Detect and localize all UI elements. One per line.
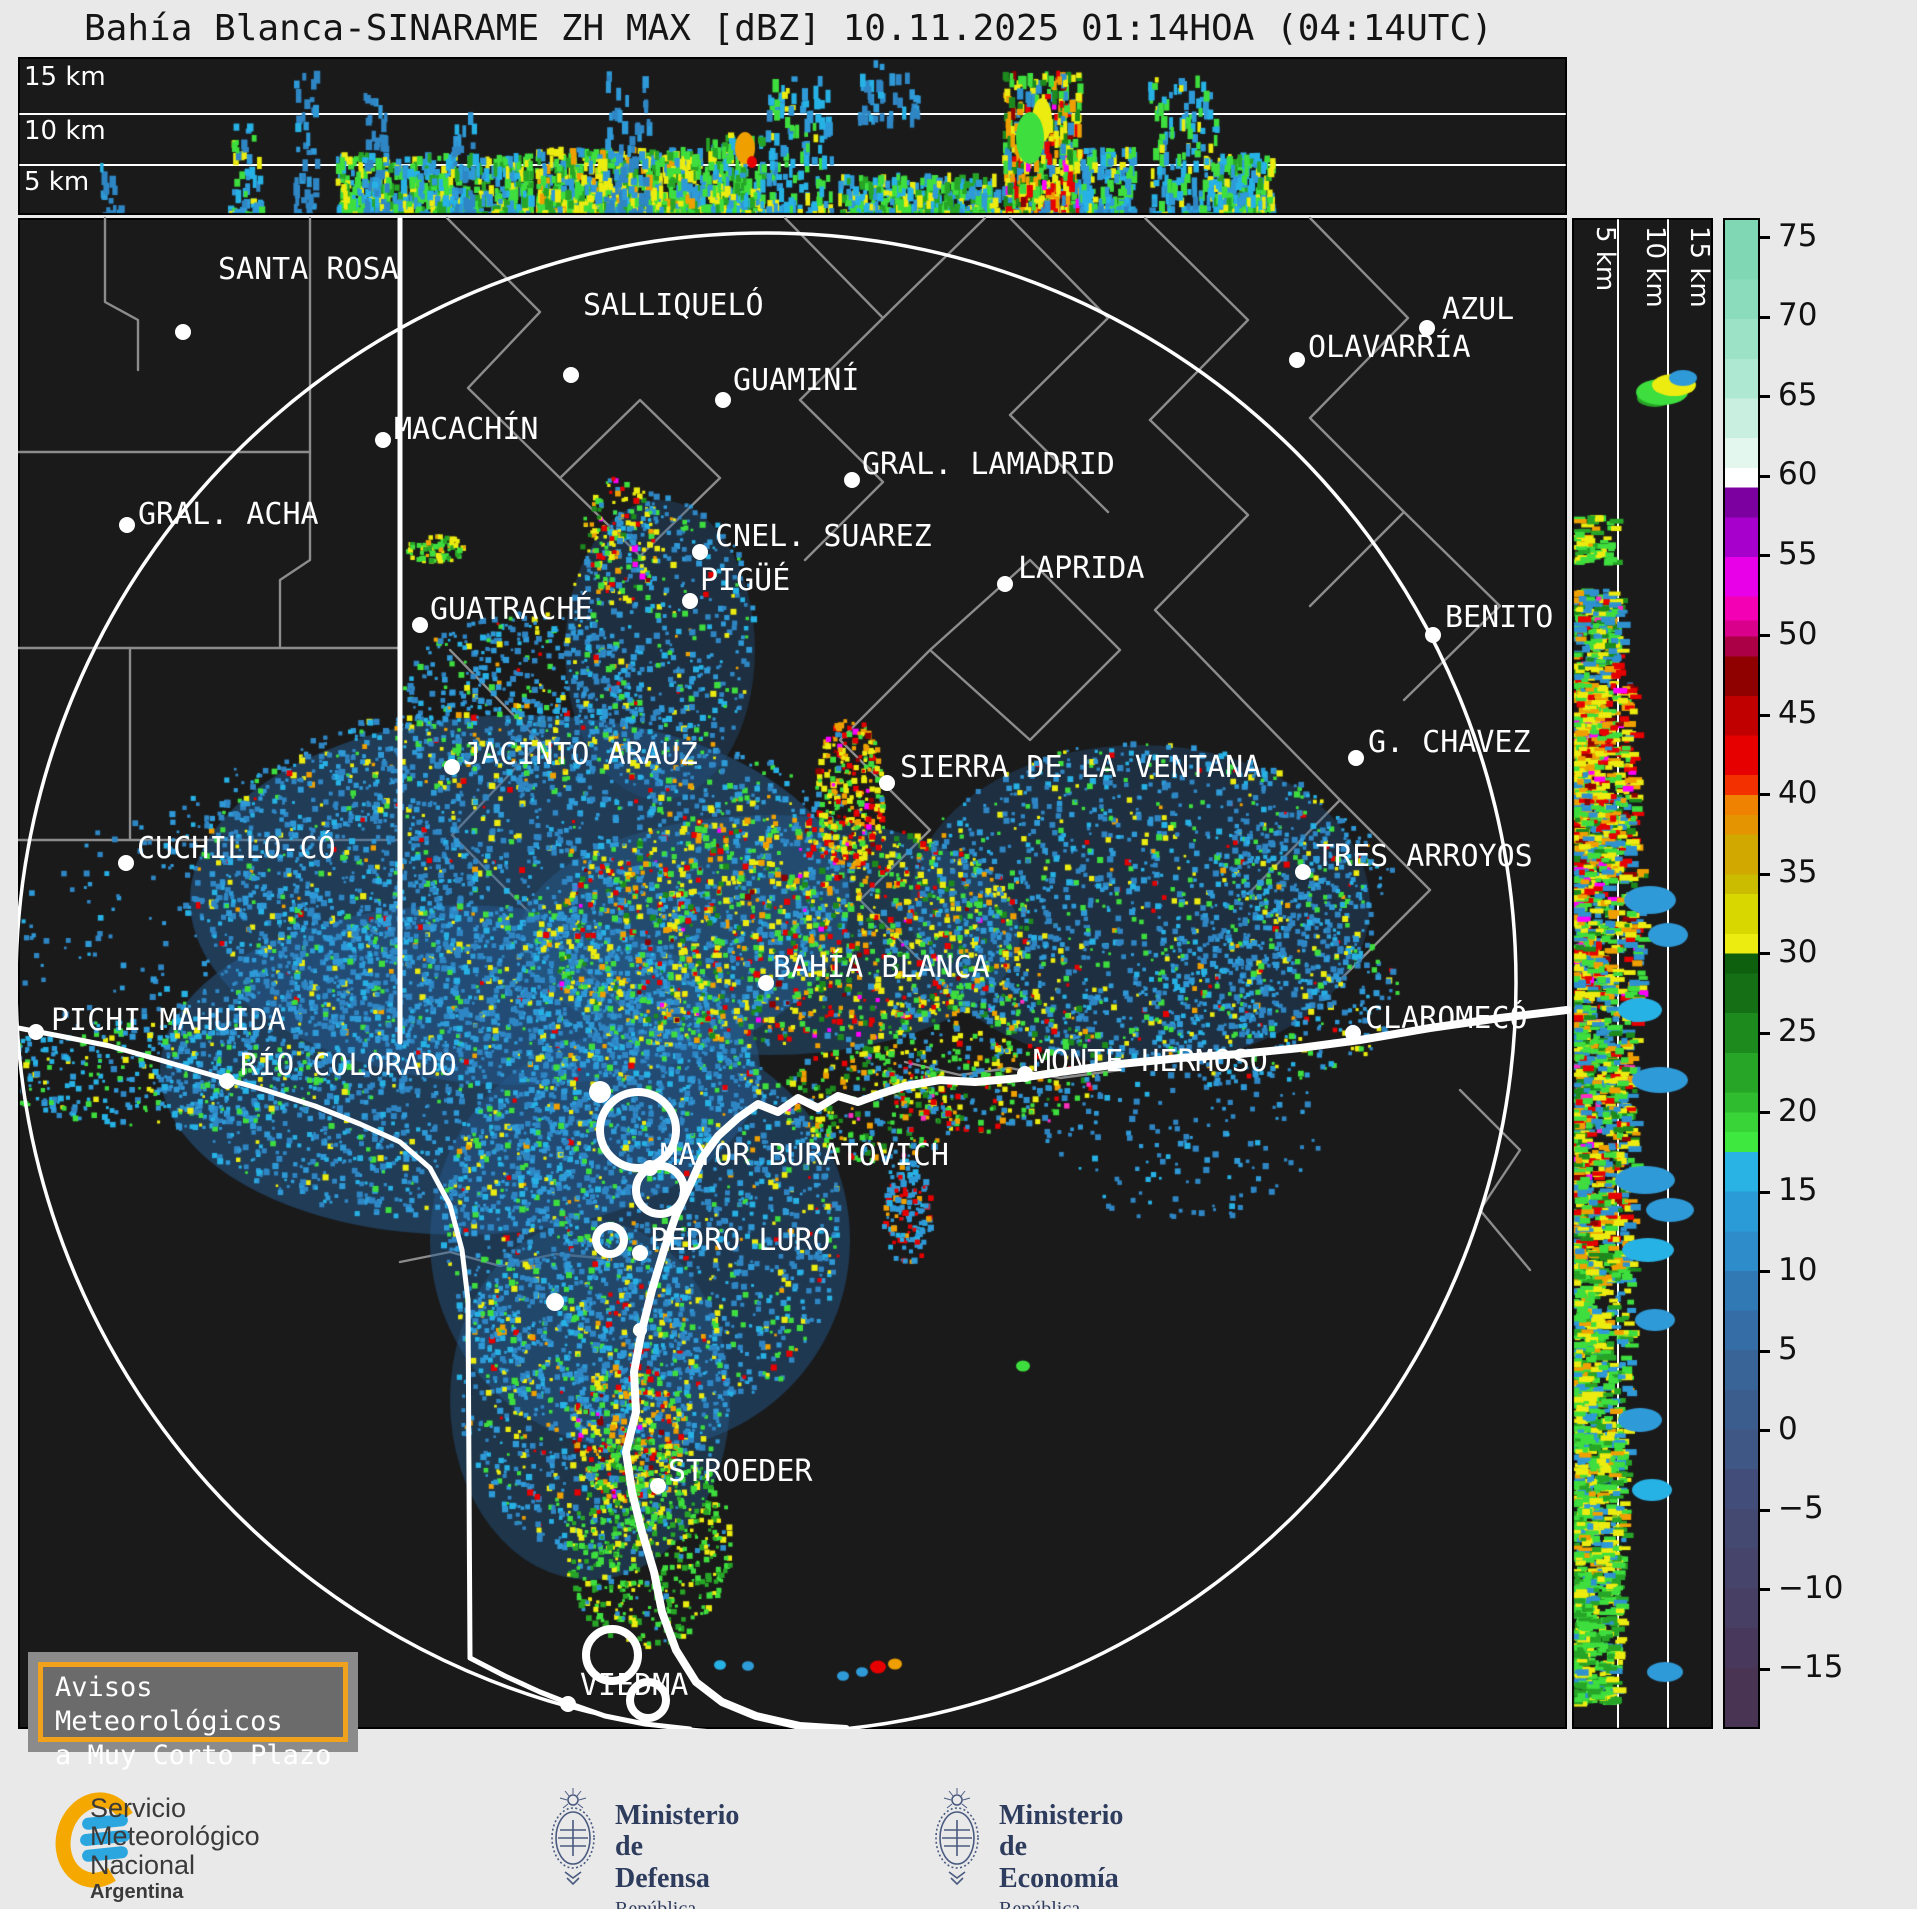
city-label-guatrach-: GUATRACHÉ — [430, 592, 593, 627]
colorbar-tick-mark — [1760, 1190, 1770, 1194]
city-label-pedro-luro: PEDRO LURO — [650, 1223, 831, 1258]
smn-line4: Argentina — [90, 1881, 184, 1904]
city-label-benito: BENITO — [1445, 600, 1554, 635]
city-label-gral-lamadrid: GRAL. LAMADRID — [862, 447, 1115, 482]
city-label-monte-hermoso: MONTE HERMOSO — [1033, 1044, 1268, 1079]
colorbar-tick-label-20: 20 — [1778, 1092, 1818, 1129]
top-panel-10km-label: 10 km — [24, 116, 106, 146]
warnings-line1: Avisos Meteorológicos — [55, 1672, 283, 1737]
coat-of-arms-icon — [935, 1788, 979, 1886]
defensa-line1: Ministerio — [615, 1800, 740, 1831]
city-label-macach-n: MACACHÍN — [394, 412, 539, 447]
colorbar-tick-label-60: 60 — [1778, 456, 1818, 493]
city-label-viedma: VIEDMA — [580, 1668, 689, 1703]
smn-line2: Meteorológico — [90, 1821, 260, 1852]
right-panel-15km-label: 15 km — [1684, 226, 1714, 308]
colorbar-tick-label-45: 45 — [1778, 695, 1818, 732]
top-panel-5km-label: 5 km — [24, 167, 90, 197]
city-label-mayor-buratovich: MAYOR BURATOVICH — [660, 1138, 949, 1173]
city-label-guamin-: GUAMINÍ — [733, 363, 860, 398]
city-label-laprida: LAPRIDA — [1018, 551, 1145, 586]
economia-line2: de Economía — [999, 1831, 1119, 1894]
colorbar-tick-mark — [1760, 952, 1770, 956]
colorbar-tick-mark — [1760, 395, 1770, 399]
colorbar-tick-label--10: −10 — [1778, 1569, 1844, 1606]
colorbar-tick-label-35: 35 — [1778, 854, 1818, 891]
map-overlay-layer — [18, 216, 1571, 1729]
colorbar-tick-label-10: 10 — [1778, 1251, 1818, 1288]
city-label-salliquel-: SALLIQUELÓ — [583, 288, 764, 323]
colorbar-tick-label-25: 25 — [1778, 1013, 1818, 1050]
city-label-cuchillo-c-: CUCHILLO-CÓ — [137, 831, 336, 866]
colorbar-tick-mark — [1760, 872, 1770, 876]
city-label-g-chavez: G. CHAVEZ — [1368, 725, 1531, 760]
footer-logos-bar: Servicio Meteorológico Nacional Argentin… — [0, 1758, 1917, 1909]
colorbar-tick-mark — [1760, 1429, 1770, 1433]
right-panel-10km-label: 10 km — [1640, 226, 1670, 308]
colorbar-tick-label-30: 30 — [1778, 933, 1818, 970]
colorbar-tick-label--5: −5 — [1778, 1490, 1824, 1527]
city-label-santa-rosa: SANTA ROSA — [218, 252, 399, 287]
colorbar-tick-label-50: 50 — [1778, 615, 1818, 652]
economia-line1: Ministerio — [999, 1800, 1124, 1831]
warnings-line2: a Muy Corto Plazo — [55, 1739, 332, 1771]
colorbar-tick-mark — [1760, 554, 1770, 558]
colorbar-tick-mark — [1760, 315, 1770, 319]
coat-of-arms-icon — [551, 1788, 595, 1886]
city-label-claromec-: CLAROMECÓ — [1365, 1001, 1528, 1036]
city-label-azul: AZUL — [1442, 292, 1515, 327]
page-title: Bahía Blanca-SINARAME ZH MAX [dBZ] 10.11… — [84, 8, 1493, 49]
city-label-gral-acha: GRAL. ACHA — [138, 497, 319, 532]
colorbar-tick-label-75: 75 — [1778, 217, 1818, 254]
radar-echo-canvas — [18, 57, 1713, 1729]
colorbar-tick-label-65: 65 — [1778, 376, 1818, 413]
colorbar-tick-mark — [1760, 474, 1770, 478]
colorbar-tick-mark — [1760, 1270, 1770, 1274]
city-label-pig-: PIGÜÉ — [700, 563, 791, 598]
very-short-term-warnings-button[interactable]: Avisos Meteorológicos a Muy Corto Plazo — [38, 1662, 348, 1771]
city-label-tres-arroyos: TRES ARROYOS — [1316, 839, 1533, 874]
colorbar-tick-mark — [1760, 1111, 1770, 1115]
city-label-sierra-de-la-ventana: SIERRA DE LA VENTANA — [900, 750, 1262, 785]
smn-wordmark: Servicio Meteorológico Nacional Argentin… — [90, 1794, 260, 1903]
colorbar-tick-label-5: 5 — [1778, 1331, 1798, 1368]
right-panel-5km-label: 5 km — [1590, 226, 1620, 292]
colorbar-tick-mark — [1760, 1667, 1770, 1671]
city-label-olavarr-a: OLAVARRÍA — [1308, 330, 1471, 365]
dbz-colorbar — [1723, 218, 1760, 1729]
city-label-cnel-suarez: CNEL. SUAREZ — [715, 519, 932, 554]
colorbar-tick-label--15: −15 — [1778, 1649, 1844, 1686]
colorbar-tick-mark — [1760, 236, 1770, 240]
colorbar-tick-label-55: 55 — [1778, 535, 1818, 572]
economia-sub: República Argentina — [999, 1898, 1123, 1909]
city-label-pichi-mahuida: PICHI MAHUIDA — [51, 1003, 286, 1038]
colorbar-tick-label-0: 0 — [1778, 1410, 1798, 1447]
city-label-r-o-colorado: RÍO COLORADO — [240, 1048, 457, 1083]
colorbar-tick-mark — [1760, 1031, 1770, 1035]
colorbar-tick-mark — [1760, 713, 1770, 717]
colorbar-tick-mark — [1760, 793, 1770, 797]
colorbar-tick-mark — [1760, 1508, 1770, 1512]
smn-line3: Nacional — [90, 1849, 196, 1880]
city-label-bah-a-blanca: BAHÍA BLANCA — [773, 950, 990, 985]
colorbar-tick-mark — [1760, 1588, 1770, 1592]
ministerio-economia-text: Ministerio de Economía República Argenti… — [999, 1800, 1123, 1909]
ministerio-defensa-text: Ministerio de Defensa República Argentin… — [615, 1800, 739, 1909]
defensa-line2: de Defensa — [615, 1831, 710, 1894]
colorbar-tick-mark — [1760, 1349, 1770, 1353]
colorbar-tick-mark — [1760, 634, 1770, 637]
city-label-stroeder: STROEDER — [668, 1454, 813, 1489]
colorbar-tick-label-15: 15 — [1778, 1172, 1818, 1209]
warnings-badge-frame: Avisos Meteorológicos a Muy Corto Plazo — [28, 1652, 358, 1771]
defensa-sub: República Argentina — [615, 1898, 739, 1909]
top-panel-15km-label: 15 km — [24, 62, 106, 92]
city-label-jacinto-arauz: JACINTO ARAUZ — [463, 737, 698, 772]
smn-line1: Servicio — [90, 1793, 187, 1823]
colorbar-tick-label-70: 70 — [1778, 297, 1818, 334]
colorbar-tick-label-40: 40 — [1778, 774, 1818, 811]
